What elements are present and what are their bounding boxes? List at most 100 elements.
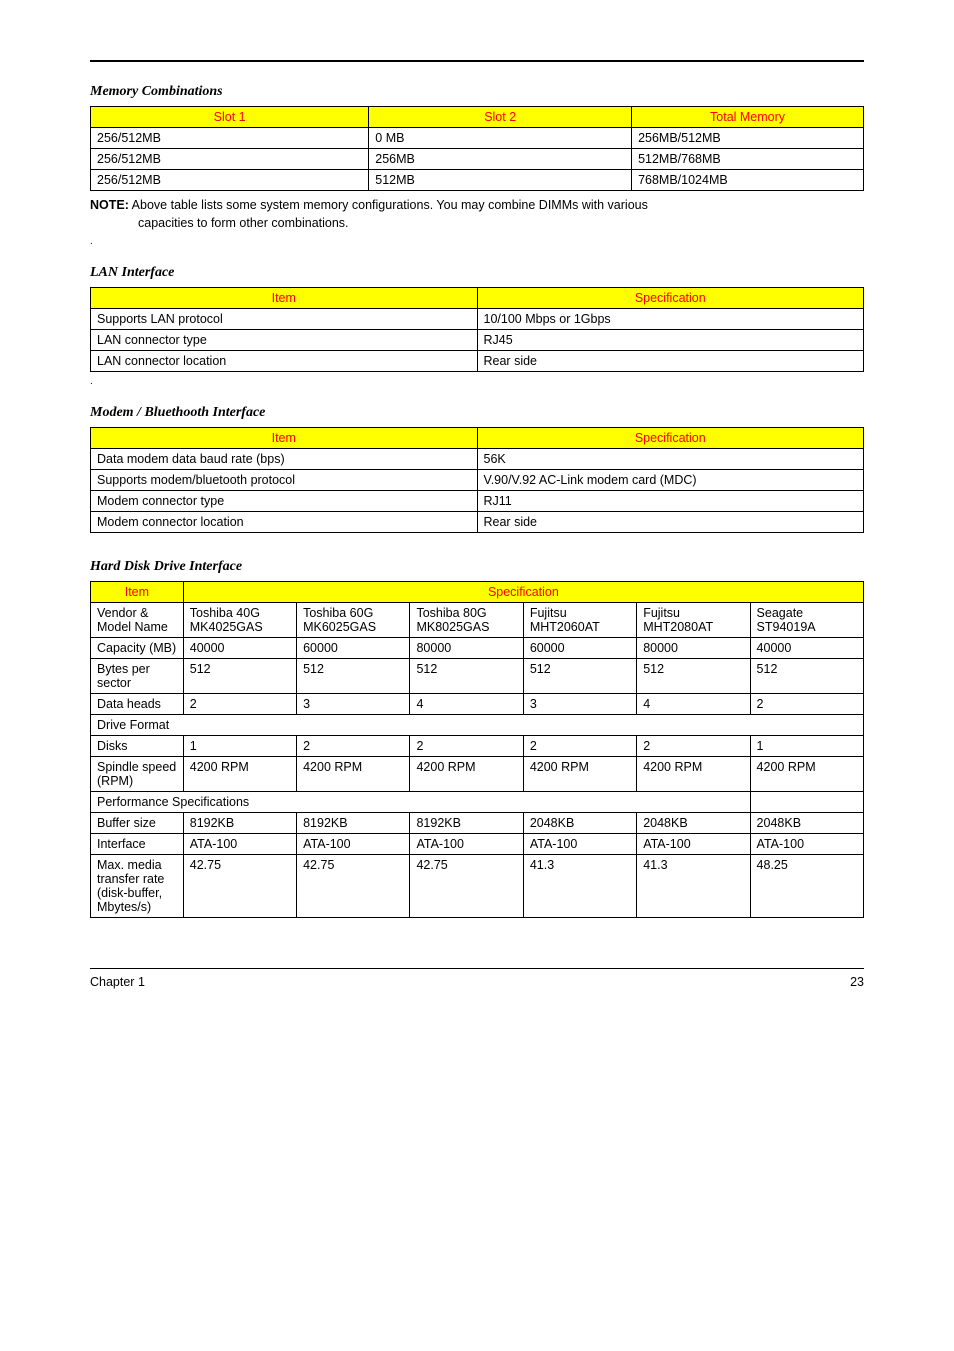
cell: 0 MB: [369, 128, 632, 149]
cell: 4200 RPM: [410, 757, 523, 792]
cell: 4200 RPM: [297, 757, 410, 792]
cell: 8192KB: [410, 813, 523, 834]
row-label: Interface: [91, 834, 184, 855]
cell: ATA-100: [297, 834, 410, 855]
cell: 2: [183, 694, 296, 715]
top-rule: [90, 60, 864, 62]
table-row: Modem connector location Rear side: [91, 512, 864, 533]
cell: 256MB: [369, 149, 632, 170]
cell: 2: [410, 736, 523, 757]
cell: 40000: [183, 638, 296, 659]
cell: ATA-100: [637, 834, 750, 855]
note-label: NOTE:: [90, 198, 129, 212]
cell: 60000: [297, 638, 410, 659]
cell: 42.75: [410, 855, 523, 918]
cell: Rear side: [477, 512, 864, 533]
cell: Fujitsu MHT2060AT: [523, 603, 636, 638]
cell: Seagate ST94019A: [750, 603, 863, 638]
header-spec: Specification: [477, 288, 864, 309]
section-title-modem: Modem / Bluethooth Interface: [90, 405, 864, 421]
header-item: Item: [91, 582, 184, 603]
page: Memory Combinations Slot 1 Slot 2 Total …: [0, 60, 954, 1019]
table-header-row: Item Specification: [91, 582, 864, 603]
note-text: Above table lists some system memory con…: [129, 198, 648, 212]
cell: 2048KB: [750, 813, 863, 834]
table-header-row: Item Specification: [91, 288, 864, 309]
note: NOTE: Above table lists some system memo…: [90, 197, 864, 232]
cell: Fujitsu MHT2080AT: [637, 603, 750, 638]
cell: ATA-100: [523, 834, 636, 855]
footer-right: 23: [850, 975, 864, 989]
table-row: Data modem data baud rate (bps) 56K: [91, 449, 864, 470]
cell: 2048KB: [637, 813, 750, 834]
cell: 512MB: [369, 170, 632, 191]
cell: 512: [410, 659, 523, 694]
header-spec: Specification: [477, 428, 864, 449]
table-row: 256/512MB 256MB 512MB/768MB: [91, 149, 864, 170]
cell: 256/512MB: [91, 170, 369, 191]
table-row: Supports LAN protocol 10/100 Mbps or 1Gb…: [91, 309, 864, 330]
row-label: Bytes per sector: [91, 659, 184, 694]
cell: 512: [183, 659, 296, 694]
cell: 768MB/1024MB: [632, 170, 864, 191]
modem-interface-table: Item Specification Data modem data baud …: [90, 427, 864, 533]
cell: 56K: [477, 449, 864, 470]
cell: 256/512MB: [91, 149, 369, 170]
cell: Rear side: [477, 351, 864, 372]
table-row: LAN connector type RJ45: [91, 330, 864, 351]
cell: 512: [637, 659, 750, 694]
row-label: Vendor & Model Name: [91, 603, 184, 638]
table-row: Buffer size 8192KB 8192KB 8192KB 2048KB …: [91, 813, 864, 834]
cell: 80000: [637, 638, 750, 659]
table-row: Interface ATA-100 ATA-100 ATA-100 ATA-10…: [91, 834, 864, 855]
row-label: Max. media transfer rate (disk-buffer, M…: [91, 855, 184, 918]
cell: Data modem data baud rate (bps): [91, 449, 478, 470]
table-header-row: Item Specification: [91, 428, 864, 449]
lan-interface-table: Item Specification Supports LAN protocol…: [90, 287, 864, 372]
table-row: Data heads 2 3 4 3 4 2: [91, 694, 864, 715]
cell: 2: [637, 736, 750, 757]
cell: V.90/V.92 AC-Link modem card (MDC): [477, 470, 864, 491]
cell: Toshiba 40G MK4025GAS: [183, 603, 296, 638]
cell: 40000: [750, 638, 863, 659]
cell: 4200 RPM: [637, 757, 750, 792]
cell: 41.3: [523, 855, 636, 918]
row-label: Spindle speed (RPM): [91, 757, 184, 792]
header-spec: Specification: [183, 582, 863, 603]
table-row: Vendor & Model Name Toshiba 40G MK4025GA…: [91, 603, 864, 638]
cell: Modem connector type: [91, 491, 478, 512]
cell: 3: [297, 694, 410, 715]
drive-format-row: Drive Format: [91, 715, 864, 736]
header-total-memory: Total Memory: [632, 107, 864, 128]
cell: 1: [183, 736, 296, 757]
hdd-table: Item Specification Vendor & Model Name T…: [90, 581, 864, 918]
section-title-memory: Memory Combinations: [90, 84, 864, 100]
cell: LAN connector location: [91, 351, 478, 372]
footer-left: Chapter 1: [90, 975, 145, 989]
table-row: Spindle speed (RPM) 4200 RPM 4200 RPM 42…: [91, 757, 864, 792]
cell: 256MB/512MB: [632, 128, 864, 149]
cell: 4200 RPM: [750, 757, 863, 792]
section-title-lan: LAN Interface: [90, 265, 864, 281]
cell: 42.75: [183, 855, 296, 918]
cell: 10/100 Mbps or 1Gbps: [477, 309, 864, 330]
section-title-hdd: Hard Disk Drive Interface: [90, 559, 864, 575]
table-row: Supports modem/bluetooth protocol V.90/V…: [91, 470, 864, 491]
perf-spec-row: Performance Specifications: [91, 792, 751, 813]
note-cont: capacities to form other combinations.: [138, 215, 864, 233]
cell: ATA-100: [183, 834, 296, 855]
row-label: Buffer size: [91, 813, 184, 834]
table-row: Bytes per sector 512 512 512 512 512 512: [91, 659, 864, 694]
cell: 60000: [523, 638, 636, 659]
memory-combinations-table: Slot 1 Slot 2 Total Memory 256/512MB 0 M…: [90, 106, 864, 191]
table-row: LAN connector location Rear side: [91, 351, 864, 372]
cell: 2: [523, 736, 636, 757]
table-row: Modem connector type RJ11: [91, 491, 864, 512]
cell: 4: [637, 694, 750, 715]
cell: ATA-100: [750, 834, 863, 855]
cell: 42.75: [297, 855, 410, 918]
cell: 256/512MB: [91, 128, 369, 149]
table-row: 256/512MB 0 MB 256MB/512MB: [91, 128, 864, 149]
header-item: Item: [91, 428, 478, 449]
table-row: Drive Format: [91, 715, 864, 736]
